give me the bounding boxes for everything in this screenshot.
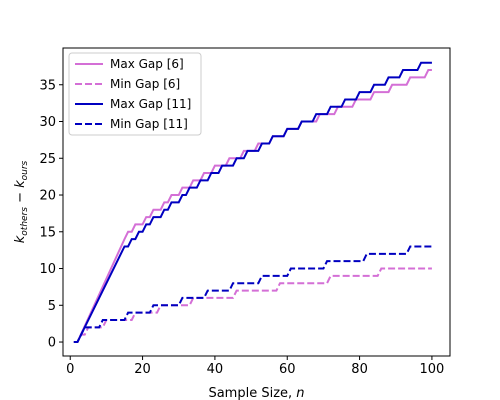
x-tick-label: 100 — [420, 362, 445, 377]
y-tick-label: 35 — [39, 78, 56, 93]
legend-label-2: Min Gap [6] — [110, 77, 180, 91]
y-axis-label: kothers − kours — [13, 160, 30, 243]
legend: Max Gap [6] Min Gap [6] Max Gap [11] Min Ga… — [68, 52, 202, 136]
x-tick-label: 40 — [207, 362, 224, 377]
y-tick-label: 15 — [39, 225, 56, 240]
legend-label-3: Max Gap [11] — [110, 97, 191, 111]
y-tick-label: 25 — [39, 152, 56, 167]
y-tick-label: 20 — [39, 189, 56, 204]
y-tick-label: 30 — [39, 115, 56, 130]
y-tick-label: 10 — [39, 262, 56, 277]
legend-items: Max Gap [6] Min Gap [6] Max Gap [11] Min Ga… — [75, 57, 191, 131]
legend-label-4: Min Gap [11] — [110, 117, 188, 131]
x-axis-label: Sample Size, n — [208, 386, 304, 400]
series-line-3 — [73, 61, 432, 344]
x-tick-label: 60 — [279, 362, 296, 377]
x-tick-label: 80 — [351, 362, 368, 377]
series-line-2 — [73, 267, 432, 344]
y-tick-label: 5 — [48, 299, 56, 314]
y-tick-label: 0 — [48, 336, 56, 351]
legend-box — [68, 52, 202, 136]
legend-label-1: Max Gap [6] — [110, 57, 184, 71]
series-line-4 — [73, 245, 432, 344]
x-tick-label: 0 — [66, 362, 74, 377]
plot-frame — [62, 47, 451, 357]
series-layer — [73, 61, 432, 344]
x-tick-label: 20 — [134, 362, 151, 377]
tick-layer: 0 20 40 60 80 100 0 5 10 15 20 25 30 35 — [39, 78, 444, 377]
